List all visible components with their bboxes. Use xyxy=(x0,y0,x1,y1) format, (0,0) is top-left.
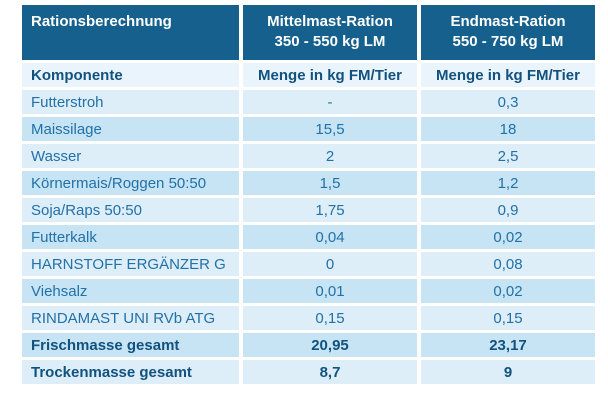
component-name: Futterkalk xyxy=(22,225,239,249)
component-row: Maissilage 15,5 18 xyxy=(22,117,595,141)
endmast-value: 0,3 xyxy=(421,90,595,114)
mittelmast-value: 15,5 xyxy=(243,117,417,141)
mittelmast-value: 1,5 xyxy=(243,171,417,195)
total-name: Frischmasse gesamt xyxy=(22,333,239,357)
endmast-value: 2,5 xyxy=(421,144,595,168)
col-header-mittelmast-range: 350 - 550 kg LM xyxy=(274,33,386,50)
component-name: Wasser xyxy=(22,144,239,168)
subheader-unit-endmast: Menge in kg FM/Tier xyxy=(421,63,595,87)
endmast-value: 0,08 xyxy=(421,252,595,276)
component-row: HARNSTOFF ERGÄNZER G 0 0,08 xyxy=(22,252,595,276)
component-row: Soja/Raps 50:50 1,75 0,9 xyxy=(22,198,595,222)
component-name: Soja/Raps 50:50 xyxy=(22,198,239,222)
component-row: Körnermais/Roggen 50:50 1,5 1,2 xyxy=(22,171,595,195)
col-header-endmast-range: 550 - 750 kg LM xyxy=(452,33,564,50)
endmast-total: 23,17 xyxy=(421,333,595,357)
mittelmast-value: 0,01 xyxy=(243,279,417,303)
component-row: RINDAMAST UNI RVb ATG 0,15 0,15 xyxy=(22,306,595,330)
endmast-value: 0,9 xyxy=(421,198,595,222)
mittelmast-value: 0,04 xyxy=(243,225,417,249)
endmast-value: 0,02 xyxy=(421,225,595,249)
mittelmast-total: 20,95 xyxy=(243,333,417,357)
endmast-value: 18 xyxy=(421,117,595,141)
endmast-value: 0,02 xyxy=(421,279,595,303)
component-name: Körnermais/Roggen 50:50 xyxy=(22,171,239,195)
component-row: Futterkalk 0,04 0,02 xyxy=(22,225,595,249)
component-name: Maissilage xyxy=(22,117,239,141)
mittelmast-value: - xyxy=(243,90,417,114)
component-row: Wasser 2 2,5 xyxy=(22,144,595,168)
col-header-endmast: Endmast-Ration 550 - 750 kg LM xyxy=(421,5,595,60)
col-header-endmast-name: Endmast-Ration xyxy=(450,13,566,30)
table-header-row: Rationsberechnung Mittelmast-Ration 350 … xyxy=(22,5,595,60)
total-row-trockenmasse: Trockenmasse gesamt 8,7 9 xyxy=(22,360,595,384)
component-row: Viehsalz 0,01 0,02 xyxy=(22,279,595,303)
mittelmast-value: 2 xyxy=(243,144,417,168)
subheader-row: Komponente Menge in kg FM/Tier Menge in … xyxy=(22,63,595,87)
component-name: Viehsalz xyxy=(22,279,239,303)
subheader-unit-mittelmast: Menge in kg FM/Tier xyxy=(243,63,417,87)
col-header-mittelmast-name: Mittelmast-Ration xyxy=(267,13,393,30)
component-name: HARNSTOFF ERGÄNZER G xyxy=(22,252,239,276)
component-name: RINDAMAST UNI RVb ATG xyxy=(22,306,239,330)
component-row: Futterstroh - 0,3 xyxy=(22,90,595,114)
endmast-value: 0,15 xyxy=(421,306,595,330)
total-name: Trockenmasse gesamt xyxy=(22,360,239,384)
table-title: Rationsberechnung xyxy=(22,5,239,60)
subheader-komponente: Komponente xyxy=(22,63,239,87)
mittelmast-value: 0,15 xyxy=(243,306,417,330)
component-name: Futterstroh xyxy=(22,90,239,114)
col-header-mittelmast: Mittelmast-Ration 350 - 550 kg LM xyxy=(243,5,417,60)
endmast-value: 1,2 xyxy=(421,171,595,195)
mittelmast-value: 0 xyxy=(243,252,417,276)
endmast-total: 9 xyxy=(421,360,595,384)
mittelmast-value: 1,75 xyxy=(243,198,417,222)
total-row-frischmasse: Frischmasse gesamt 20,95 23,17 xyxy=(22,333,595,357)
ration-table: Rationsberechnung Mittelmast-Ration 350 … xyxy=(18,2,599,387)
mittelmast-total: 8,7 xyxy=(243,360,417,384)
